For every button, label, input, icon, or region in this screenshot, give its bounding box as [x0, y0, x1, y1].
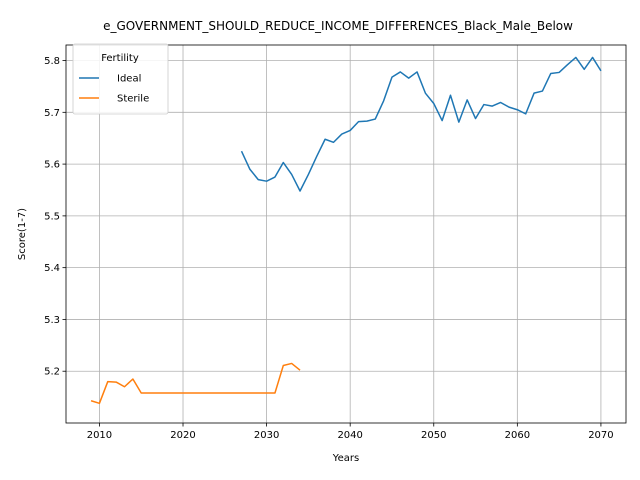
- series-line-sterile: [90, 362, 301, 405]
- x-tick-label: 2040: [337, 430, 362, 441]
- y-tick-label: 5.6: [44, 160, 60, 171]
- y-tick-label: 5.3: [44, 315, 60, 326]
- legend-entries: Ideal Sterile: [79, 74, 149, 105]
- x-tick-label: 2020: [170, 430, 195, 441]
- plot-area-frame: [65, 44, 627, 424]
- y-tick-label: 5.7: [44, 108, 60, 119]
- x-tick-label: 2070: [588, 430, 613, 441]
- chart-title: e_GOVERNMENT_SHOULD_REDUCE_INCOME_DIFFER…: [103, 19, 573, 33]
- x-tick-label: 2060: [505, 430, 530, 441]
- x-axis-label: Years: [332, 453, 359, 464]
- x-axis-ticks: 2010 2020 2030 2040 2050 2060 2070: [87, 423, 614, 441]
- legend-label-sterile: Sterile: [117, 94, 149, 105]
- legend-box: [72, 43, 169, 115]
- x-tick-label: 2050: [421, 430, 446, 441]
- y-tick-label: 5.5: [44, 211, 60, 222]
- x-tick-label: 2010: [87, 430, 112, 441]
- legend: Fertility Ideal Sterile: [72, 43, 169, 115]
- grid-lines: [66, 45, 626, 423]
- y-tick-label: 5.4: [44, 263, 60, 274]
- y-tick-label: 5.2: [44, 367, 60, 378]
- x-tick-label: 2030: [254, 430, 279, 441]
- legend-label-ideal: Ideal: [117, 74, 141, 85]
- y-axis-label: Score(1-7): [17, 208, 28, 260]
- series-line-ideal: [240, 56, 602, 192]
- y-axis-ticks: 5.2 5.3 5.4 5.5 5.6 5.7 5.8: [44, 56, 66, 378]
- y-tick-label: 5.8: [44, 56, 60, 67]
- series-lines: [90, 56, 602, 405]
- legend-title: Fertility: [101, 53, 139, 64]
